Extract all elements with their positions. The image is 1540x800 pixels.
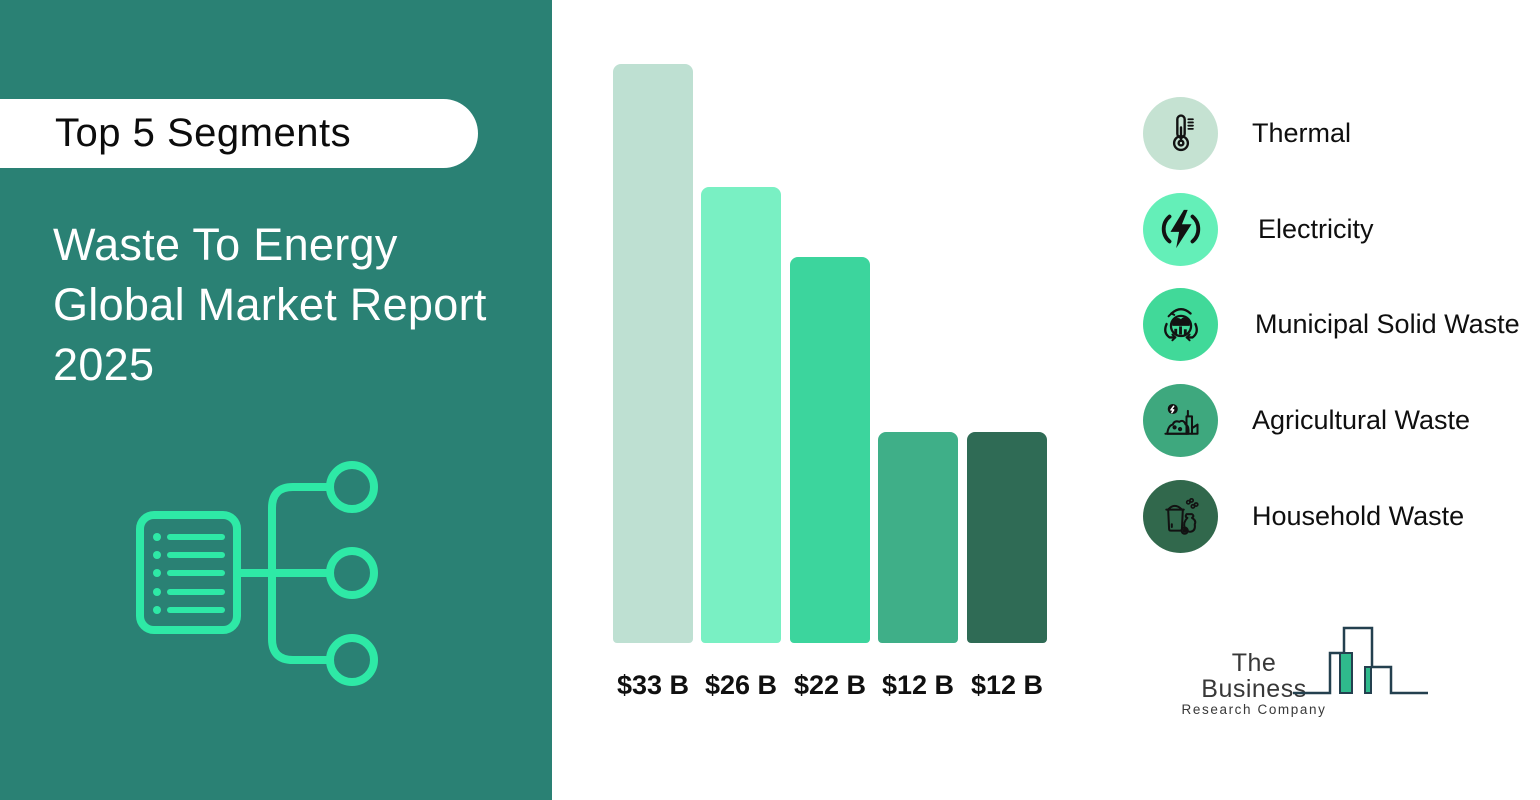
- farm-waste-icon: [1143, 383, 1218, 457]
- bar: [967, 432, 1047, 643]
- legend-item-household-waste: Household Waste: [1143, 479, 1464, 553]
- bar: [878, 432, 958, 643]
- legend-item-thermal: Thermal: [1143, 96, 1351, 170]
- title-line-1: Waste To Energy: [53, 219, 398, 270]
- badge-label: Top 5 Segments: [55, 111, 352, 155]
- bar-value-label: $22 B: [793, 670, 867, 700]
- title-line-2: Global Market Report: [53, 279, 487, 330]
- legend-label-household-waste: Household Waste: [1252, 500, 1465, 531]
- legend-label-electricity: Electricity: [1258, 213, 1374, 244]
- company-logo-text: The Business Research Company: [1178, 650, 1330, 717]
- logo-skyline-icon: [1293, 626, 1428, 695]
- legend-item-agricultural-waste: Agricultural Waste: [1143, 383, 1470, 457]
- left-panel: Top 5 Segments Waste To Energy Global Ma…: [0, 0, 552, 800]
- bar: [613, 64, 693, 643]
- legend-label-agricultural-waste: Agricultural Waste: [1252, 404, 1471, 435]
- legend-item-electricity: Electricity: [1143, 192, 1374, 266]
- bar: [701, 187, 781, 643]
- legend-label-municipal-solid-waste: Municipal Solid Waste: [1255, 308, 1520, 339]
- title-line-3: 2025: [53, 339, 155, 390]
- recycle-globe-icon: [1143, 287, 1218, 361]
- legend-label-thermal: Thermal: [1252, 117, 1352, 148]
- bar-chart: $33 B $26 B $22 B $12 B $12 B: [552, 0, 1192, 800]
- logo-line-2: Research Company: [1181, 702, 1327, 717]
- bar-value-label: $33 B: [616, 670, 690, 700]
- thermometer-icon: [1143, 96, 1218, 170]
- lightning-icon: [1143, 192, 1218, 266]
- logo-line-1: The Business: [1201, 649, 1307, 703]
- top5-segments-badge: Top 5 Segments: [0, 99, 478, 168]
- bar-value-label: $26 B: [704, 670, 778, 700]
- bar-value-label: $12 B: [881, 670, 955, 700]
- page-title: Waste To Energy Global Market Report 202…: [53, 215, 487, 395]
- legend-item-municipal-solid-waste: Municipal Solid Waste: [1143, 287, 1520, 361]
- document-tree-icon: [136, 461, 378, 686]
- bar: [790, 257, 870, 643]
- bar-value-label: $12 B: [970, 670, 1044, 700]
- trash-bag-icon: [1143, 479, 1218, 553]
